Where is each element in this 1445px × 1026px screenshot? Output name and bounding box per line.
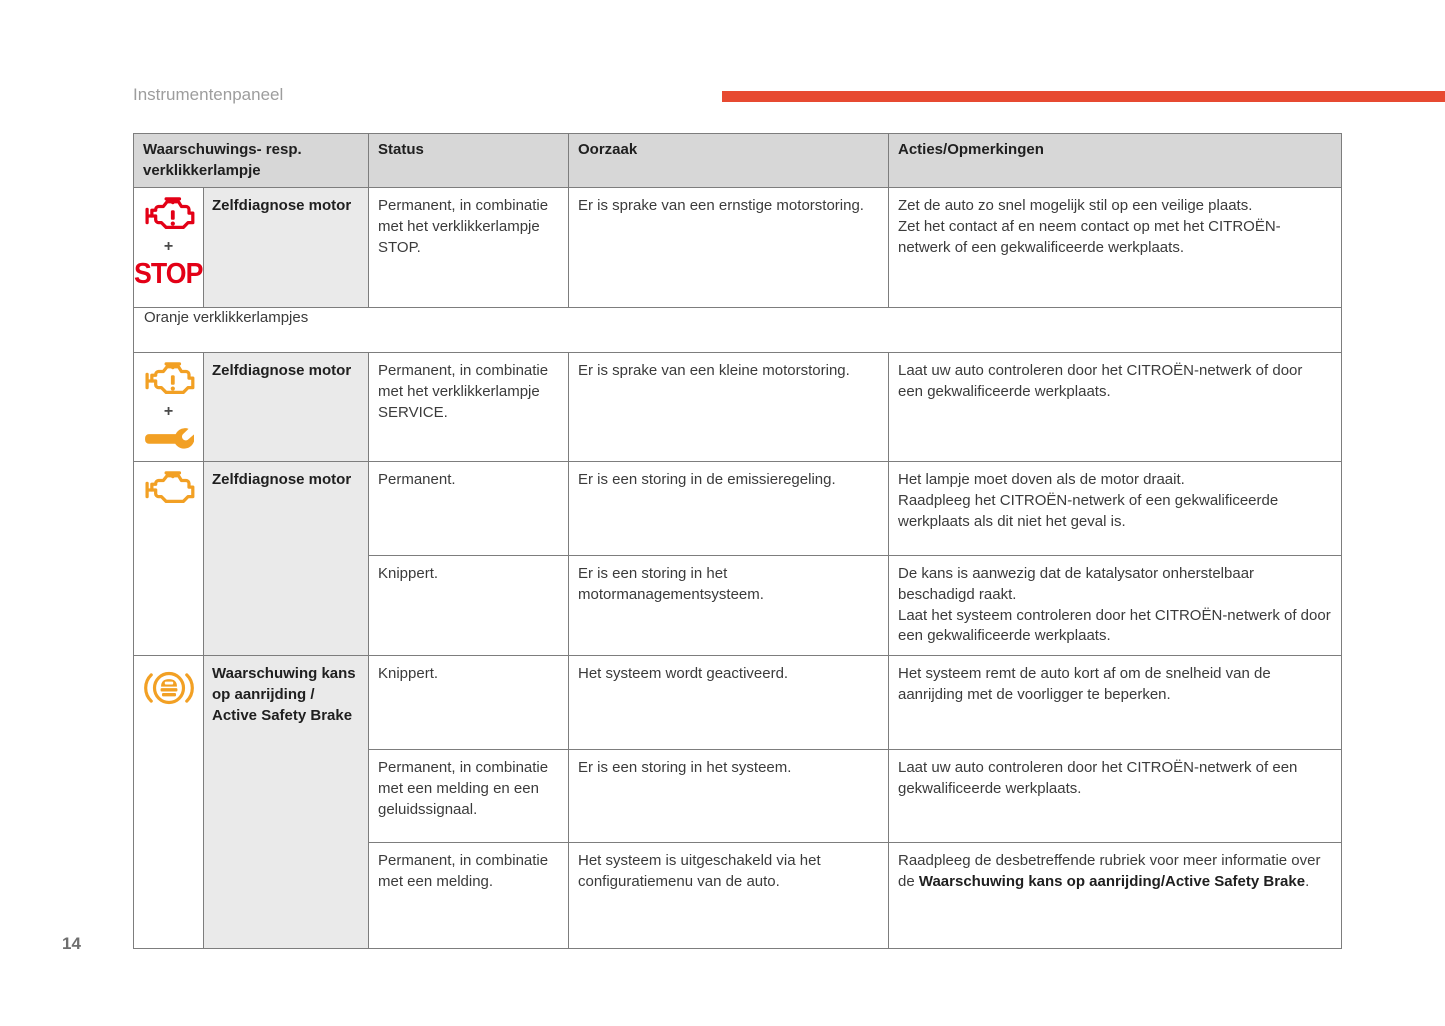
cause-cell: Het systeem is uitgeschakeld via het con… — [568, 842, 889, 950]
lamp-name: Zelfdiagnose motor — [203, 461, 369, 657]
lamp-icon-cell — [133, 461, 204, 657]
status-cell: Permanent, in combinatie met het verklik… — [368, 187, 569, 309]
header-actions: Acties/Opmerkingen — [888, 132, 1342, 189]
accent-bar — [722, 91, 1445, 102]
table-row: Zelfdiagnose motor Permanent. Er is een … — [133, 461, 1342, 657]
lamp-icon-cell: + STOP — [133, 187, 204, 309]
page-section-label: Instrumentenpaneel — [133, 85, 284, 104]
table-row: + STOP Zelfdiagnose motor Permanent, in … — [133, 187, 1342, 309]
status-cell: Permanent. — [368, 461, 569, 557]
actions-text: . — [1305, 872, 1310, 890]
lamp-name: Zelfdiagnose motor — [203, 352, 369, 463]
table-row: Waarschuwing kans op aanrijding / Active… — [133, 655, 1342, 950]
cause-cell: Er is sprake van een ernstige motorstori… — [568, 187, 889, 309]
cause-cell: Er is een storing in het motormanagement… — [568, 555, 889, 657]
warning-lamp-table: Waarschuwings- resp. verklikkerlampje St… — [133, 132, 1342, 950]
table-row: Permanent, in combinatie met een melding… — [134, 749, 1342, 844]
engine-orange-icon — [143, 470, 195, 510]
actions-cell: Laat uw auto controleren door het CITROË… — [888, 749, 1342, 844]
section-row: Oranje verklikkerlampjes — [133, 307, 1342, 354]
status-cell: Permanent, in combinatie met een melding… — [368, 842, 569, 950]
section-label: Oranje verklikkerlampjes — [133, 307, 1342, 354]
cause-cell: Er is sprake van een kleine motorstoring… — [568, 352, 889, 463]
engine-warning-red-icon — [143, 196, 195, 236]
table-row: + Zelfdiagnose motor Permanent, in combi… — [133, 352, 1342, 463]
lamp-icon-cell — [133, 655, 204, 950]
actions-cell: Raadpleeg de desbetreffende rubriek voor… — [888, 842, 1342, 950]
active-safety-brake-icon — [140, 664, 198, 712]
table-header-row: Waarschuwings- resp. verklikkerlampje St… — [133, 132, 1342, 189]
actions-text: Raadpleeg de desbetreffende rubriek voor… — [898, 852, 1321, 890]
lamp-name: Waarschuwing kans op aanrijding / Active… — [203, 655, 369, 950]
cause-cell: Er is een storing in de emissieregeling. — [568, 461, 889, 557]
cause-cell: Er is een storing in het systeem. — [568, 749, 889, 844]
actions-text-bold: Waarschuwing kans op aanrijding/Active S… — [918, 872, 1306, 890]
actions-cell: De kans is aanwezig dat de katalysator o… — [888, 555, 1342, 657]
actions-cell: Het lampje moet doven als de motor draai… — [888, 461, 1342, 557]
status-cell: Permanent, in combinatie met het verklik… — [368, 352, 569, 463]
header-warning-lamp: Waarschuwings- resp. verklikkerlampje — [133, 132, 369, 189]
status-cell: Permanent, in combinatie met een melding… — [368, 749, 569, 844]
actions-cell: Het systeem remt de auto kort af om de s… — [888, 655, 1342, 751]
actions-cell: Zet de auto zo snel mogelijk stil op een… — [888, 187, 1342, 309]
lamp-name: Zelfdiagnose motor — [203, 187, 369, 309]
engine-warning-orange-icon — [143, 361, 195, 401]
plus-sign: + — [163, 238, 174, 256]
actions-cell: Laat uw auto controleren door het CITROË… — [888, 352, 1342, 463]
page-number: 14 — [62, 934, 81, 953]
lamp-icon-cell: + — [133, 352, 204, 463]
table-row: Knippert. Er is een storing in het motor… — [134, 555, 1342, 657]
header-cause: Oorzaak — [568, 132, 889, 189]
cause-cell: Het systeem wordt geactiveerd. — [568, 655, 889, 751]
stop-label: STOP — [134, 258, 203, 291]
status-cell: Knippert. — [368, 555, 569, 657]
plus-sign: + — [163, 403, 174, 421]
wrench-icon — [144, 427, 194, 449]
table-row: Permanent, in combinatie met een melding… — [134, 842, 1342, 950]
status-cell: Knippert. — [368, 655, 569, 751]
header-status: Status — [368, 132, 569, 189]
